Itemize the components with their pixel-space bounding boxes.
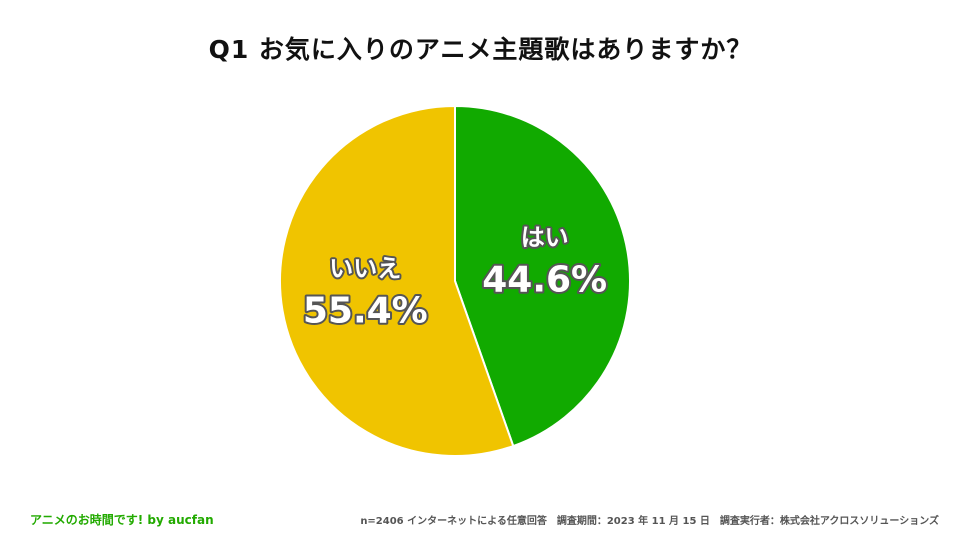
pie-slice-0 — [454, 104, 631, 448]
chart-title: Q1 お気に入りのアニメ主題歌はありますか？ — [208, 35, 753, 64]
footer-survey-info: n=2406 インターネットによる任意回答 調査期間：2023 年 11 月 1… — [360, 516, 939, 527]
footer-brand: アニメのお時間です! by aucfan — [30, 513, 214, 527]
slice-label-0: はい — [521, 224, 569, 252]
slice-label-1: いいえ — [329, 254, 401, 282]
slice-value-0: 44.6% — [482, 260, 607, 301]
pie-slice-1 — [279, 104, 515, 457]
slice-value-1: 55.4% — [303, 290, 428, 331]
